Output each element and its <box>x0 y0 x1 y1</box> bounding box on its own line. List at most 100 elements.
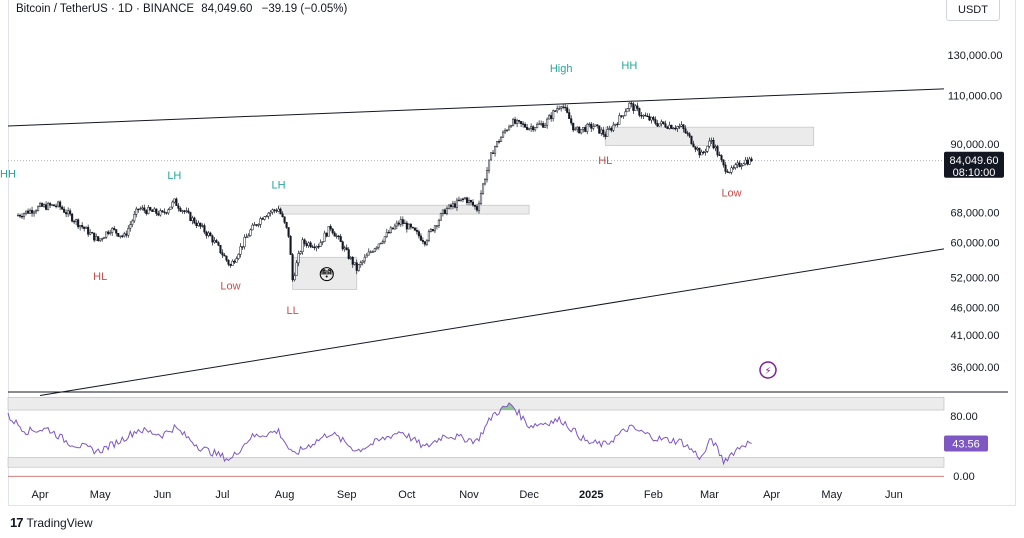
candle-body <box>413 227 416 231</box>
structure-label: HH <box>621 60 637 72</box>
candle-body <box>658 123 661 127</box>
candle-body <box>736 162 739 165</box>
candle-body <box>650 117 653 121</box>
structure-label: High <box>550 63 573 75</box>
candle-body <box>642 114 645 117</box>
candle-body <box>119 235 122 237</box>
candle-body <box>261 218 264 220</box>
candle-body <box>263 216 266 220</box>
candle-body <box>89 232 92 235</box>
candle-body <box>688 133 691 137</box>
candle-body <box>526 126 529 130</box>
structure-label: Low <box>220 280 240 292</box>
candle-body <box>542 123 545 128</box>
candle-body <box>441 209 444 214</box>
price-tick-label: 110,000.00 <box>948 90 1002 102</box>
candle-body <box>469 200 473 203</box>
candle-body <box>135 208 138 215</box>
candle-body <box>467 200 471 203</box>
time-tick-label: Aug <box>275 489 295 501</box>
candle-body <box>624 111 627 116</box>
symbol-header[interactable]: Bitcoin / TetherUS · 1D · BINANCE 84,049… <box>16 3 347 15</box>
candle-body <box>459 198 463 201</box>
candle-body <box>57 201 60 207</box>
candle-body <box>205 231 208 236</box>
lightning-glyph: ⚡ <box>764 366 771 377</box>
time-tick-label: Jul <box>215 489 229 501</box>
candle-body <box>734 164 737 168</box>
candle-body <box>710 140 713 142</box>
candle-body <box>319 242 322 247</box>
candle-body <box>463 197 467 200</box>
candle-body <box>485 170 489 181</box>
candle-body <box>381 241 384 244</box>
candle-body <box>457 199 461 202</box>
candle-body <box>219 244 222 254</box>
candle-body <box>443 209 446 214</box>
candle-body <box>548 115 551 120</box>
candle-body <box>640 115 643 117</box>
candle-body <box>347 249 350 259</box>
candle-body <box>201 225 204 227</box>
candle-body <box>714 146 717 149</box>
candle-body <box>193 217 196 224</box>
candle-body <box>646 115 649 118</box>
candle-body <box>600 129 603 134</box>
candle-body <box>604 134 607 137</box>
candle-body <box>562 106 565 108</box>
candle-body <box>43 204 46 207</box>
candle-body <box>71 213 74 222</box>
candle-body <box>28 209 32 214</box>
candle-body <box>692 143 695 148</box>
candle-body <box>65 212 68 215</box>
candle-body <box>664 123 667 128</box>
candle-body <box>39 203 42 207</box>
candle-body <box>235 258 238 263</box>
candle-body <box>107 231 110 234</box>
candle-body <box>572 122 575 131</box>
candle-body <box>405 222 408 230</box>
candle-body <box>421 240 424 242</box>
candle-body <box>287 227 290 237</box>
candle-body <box>327 226 330 237</box>
candle-body <box>45 204 48 210</box>
candle-body <box>455 199 459 208</box>
candle-body <box>281 213 284 218</box>
candle-body <box>77 219 80 228</box>
candle-body <box>554 110 557 112</box>
candle-body <box>518 120 521 122</box>
footer-brand[interactable]: 17 TradingView <box>10 515 93 530</box>
price-tick-label: 130,000.00 <box>947 50 1002 62</box>
candle-body <box>217 242 220 246</box>
candle-body <box>345 247 348 250</box>
currency-button[interactable]: USDT <box>946 0 1000 21</box>
candle-body <box>359 262 362 265</box>
time-tick-label: Nov <box>459 489 479 501</box>
candle-body <box>445 208 448 214</box>
candle-body <box>724 164 727 172</box>
flushed-face-icon: 😳 <box>318 267 335 284</box>
candle-body <box>686 132 689 135</box>
candle-body <box>191 217 194 221</box>
candle-body <box>678 125 681 128</box>
candle-body <box>712 140 715 149</box>
time-tick-label: Sep <box>337 489 357 501</box>
candle-body <box>540 123 543 125</box>
candle-body <box>137 208 140 211</box>
candle-body <box>173 198 176 203</box>
time-tick-label: Mar <box>700 489 719 501</box>
candle-body <box>283 216 286 223</box>
candle-body <box>568 112 571 119</box>
candle-body <box>740 165 743 167</box>
candle-body <box>690 135 693 145</box>
candle-body <box>251 224 254 231</box>
tradingview-logo-icon: 17 <box>10 515 24 530</box>
header-price: 84,049.60 <box>201 3 253 15</box>
candle-body <box>299 251 302 254</box>
candle-body <box>425 240 428 245</box>
candle-body <box>590 123 593 129</box>
candle-body <box>644 114 647 117</box>
candle-body <box>698 147 701 156</box>
candle-body <box>303 239 306 244</box>
